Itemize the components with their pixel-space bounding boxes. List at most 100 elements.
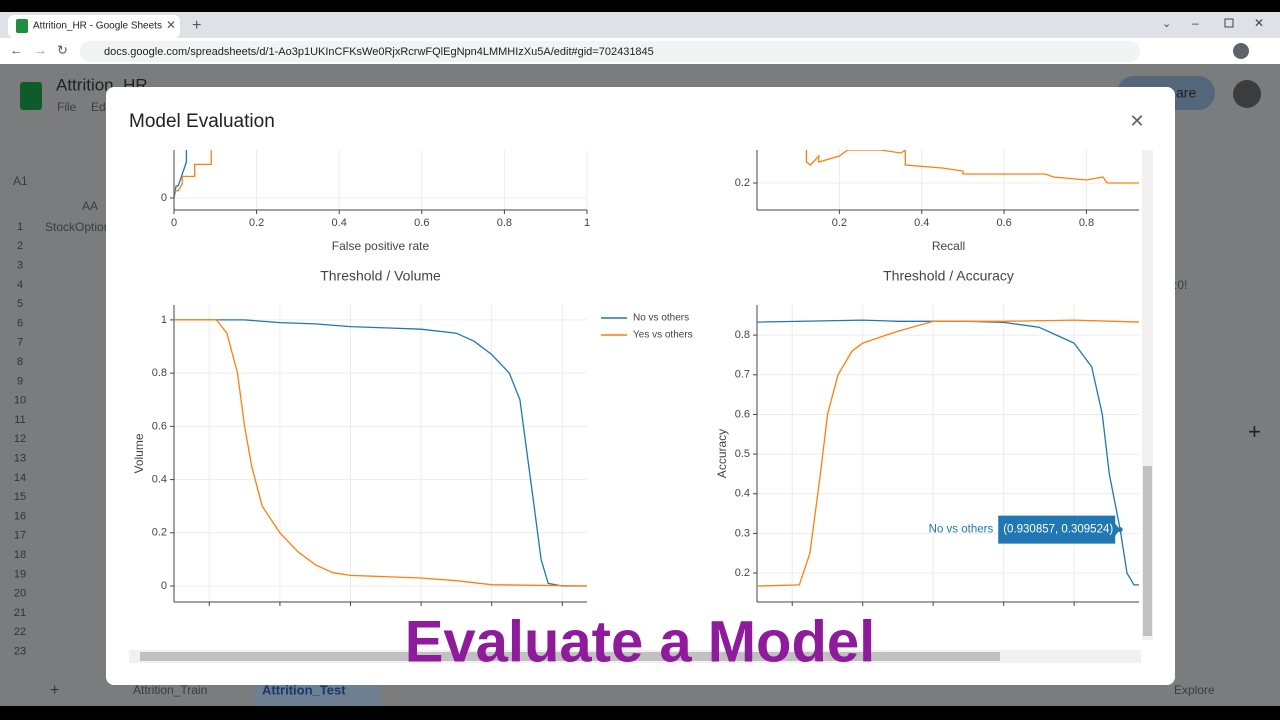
tab-search[interactable]: ⌄ [1162,18,1171,30]
row-number: 23 [14,646,26,658]
window-close[interactable]: ✕ [1254,16,1264,30]
chart: 0 0.2 0.4 0.6 0.8 1 0 False positive rate [161,150,590,253]
chart-title: Threshold / Volume [320,268,441,284]
profile[interactable] [1233,43,1249,59]
y-tick-label: 0.2 [152,527,167,539]
x-tick-label: 0.4 [343,609,358,621]
y-tick-label: 0.8 [735,329,750,341]
dialog-close[interactable]: ✕ [1129,111,1144,131]
series-line [174,319,587,587]
y-tick-label: 0.4 [152,473,167,485]
x-axis-label: Recall [932,239,965,253]
tab[interactable] [8,15,180,38]
tab-strip [0,12,1280,38]
sheets-favicon [16,19,28,33]
tab-title: Attrition_HR - Google Sheets [33,21,162,32]
row-number: 7 [17,337,23,349]
x-tick-label: 0.4 [914,217,929,229]
x-tick-label: 0.6 [996,217,1011,229]
x-tick-label: 0.8 [1066,609,1081,621]
row-number: 16 [14,510,26,522]
v-scrollbar[interactable] [1142,150,1153,640]
share-label[interactable]: are [1176,85,1196,101]
avatar[interactable] [1233,80,1261,108]
plot [757,319,1139,587]
column-header: AA [82,199,98,213]
sheets-logo [20,82,42,110]
x-tick-label: 0 [789,609,795,621]
v-scroll-thumb[interactable] [1143,466,1152,636]
y-tick-label: 0 [161,192,167,204]
y-tick-label: 0.2 [735,177,750,189]
row-number: 21 [14,607,26,619]
x-tick-label: 0 [171,217,177,229]
chart: 0 0.2 0.4 0.6 0.8 0.2 0.3 0.4 0.5 0.6 0.7 0.8 Thresh… [715,268,1139,621]
top-bar [0,0,1280,12]
chart-title: Threshold / Accuracy [883,268,1014,284]
y-tick-label: 0.3 [735,527,750,539]
x-tick-label: 0.2 [855,609,870,621]
h-scroll-thumb[interactable] [140,652,1000,661]
row-number: 11 [14,414,25,426]
y-tick-label: 0.6 [152,420,167,432]
row-number: 12 [14,433,26,445]
legend-label: No vs others [633,313,689,324]
hover-label: (0.930857, 0.309524) [1003,524,1113,536]
row-number: 17 [14,530,26,542]
row-number: 20 [14,588,26,600]
row-number: 6 [17,317,23,329]
y-tick-label: 0.7 [735,369,750,381]
omnibox[interactable] [80,41,1140,62]
x-tick-label: 0.8 [497,217,512,229]
y-tick-label: 0.8 [152,367,167,379]
y-tick-label: 0.2 [735,567,750,579]
series-line [757,319,1139,586]
x-tick-label: 1 [584,217,590,229]
y-tick-label: 0.5 [735,448,750,460]
series-line [174,150,212,192]
row-number: 8 [17,356,23,368]
row-number: 19 [14,568,26,580]
row-number: 13 [14,453,26,465]
plot [805,150,1139,184]
reload[interactable]: ↻ [57,42,68,57]
hover-box [998,515,1121,544]
hover-name: No vs others [929,524,994,536]
x-tick-label: 0.4 [332,217,347,229]
y-axis-label: Accuracy [715,429,729,478]
x-tick-label: 1 [559,609,565,621]
add-panel[interactable]: + [1248,419,1261,444]
forward[interactable]: → [34,42,47,57]
explore[interactable]: Explore [1174,683,1215,697]
url: docs.google.com/spreadsheets/d/1-Ao3p1UK… [104,46,654,58]
row-number: 18 [14,549,26,561]
x-tick-label: 0.2 [249,217,264,229]
y-tick-label: 0 [161,580,167,592]
x-tick-label: 0.2 [272,609,287,621]
maximize[interactable] [1224,18,1234,28]
menu-item[interactable]: Ed [91,100,106,114]
cell[interactable]: StockOption [45,220,110,234]
legend-label: Yes vs others [633,330,693,341]
y-tick-label: 0.4 [735,488,750,500]
x-tick-label: 0 [206,609,212,621]
add-sheet[interactable]: + [50,682,59,699]
name-box[interactable]: A1 [13,174,28,188]
y-tick-label: 1 [161,314,167,326]
menu-item[interactable]: File [57,100,77,114]
sheet-tab[interactable]: Attrition_Test [262,682,346,697]
side-text: :0! [1174,278,1187,292]
sheet-tab[interactable]: Attrition_Train [133,683,207,697]
x-tick-label: 0.8 [484,609,499,621]
back[interactable]: ← [10,42,23,57]
new-tab[interactable]: + [192,17,201,34]
plot [174,150,212,199]
row-number: 14 [14,472,26,484]
row-number: 9 [17,375,23,387]
tab-close[interactable]: ✕ [166,18,176,32]
y-tick-label: 0.6 [735,408,750,420]
minimize[interactable]: – [1192,16,1199,30]
row-number: 10 [14,395,26,407]
x-tick-label: 0.6 [414,217,429,229]
